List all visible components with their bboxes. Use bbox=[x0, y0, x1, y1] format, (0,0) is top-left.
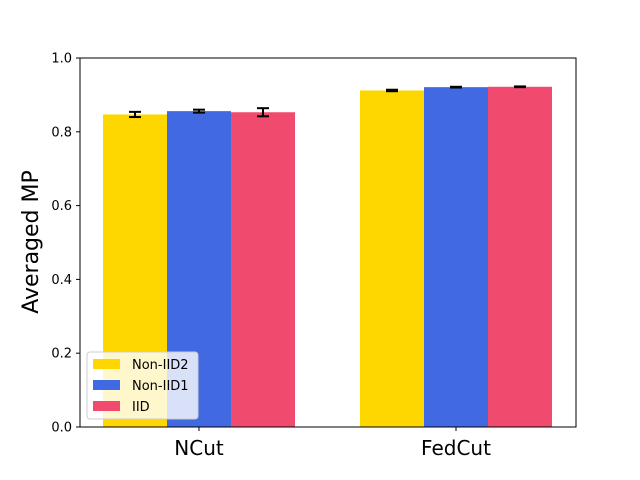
bars-layer bbox=[103, 86, 552, 428]
y-tick-label: 0.4 bbox=[51, 273, 72, 288]
legend-item-non-iid1: Non-IID1 bbox=[93, 379, 189, 394]
bar-iid-ncut bbox=[231, 112, 295, 428]
errorbars-layer bbox=[129, 85, 526, 119]
bar-non-iid1-fedcut bbox=[424, 87, 488, 427]
errorbar-non-iid1-ncut bbox=[193, 108, 205, 114]
errorbar-non-iid2-ncut bbox=[129, 110, 141, 119]
plot-frame bbox=[79, 57, 577, 428]
y-tick-label: 0.0 bbox=[51, 421, 72, 436]
legend-label: Non-IID2 bbox=[132, 358, 189, 373]
legend-label: IID bbox=[132, 400, 150, 415]
x-tick-label: FedCut bbox=[421, 436, 491, 460]
legend-swatch bbox=[93, 401, 120, 411]
legend-item-non-iid2: Non-IID2 bbox=[93, 358, 189, 373]
legend-item-iid: IID bbox=[93, 400, 150, 415]
y-tick-label: 0.8 bbox=[51, 125, 72, 140]
legend-swatch bbox=[93, 380, 120, 390]
y-tick-label: 0.2 bbox=[51, 347, 72, 362]
errorbar-iid-ncut bbox=[257, 107, 269, 118]
y-tick-label: 0.6 bbox=[51, 199, 72, 214]
x-axis: NCut FedCut bbox=[174, 427, 491, 460]
y-tick-label: 1.0 bbox=[51, 52, 72, 67]
errorbar-iid-fedcut bbox=[514, 85, 526, 89]
legend-swatch bbox=[93, 359, 120, 369]
errorbar-non-iid2-fedcut bbox=[386, 88, 398, 93]
y-axis: 0.0 0.2 0.4 0.6 0.8 1.0 bbox=[51, 52, 80, 436]
y-axis-label: Averaged MP bbox=[19, 170, 44, 314]
bar-non-iid2-fedcut bbox=[360, 90, 424, 428]
legend-label: Non-IID1 bbox=[132, 379, 189, 394]
x-tick-label: NCut bbox=[174, 436, 224, 460]
bar-iid-fedcut bbox=[488, 86, 552, 428]
legend: Non-IID2 Non-IID1 IID bbox=[86, 351, 199, 420]
errorbar-non-iid1-fedcut bbox=[450, 85, 462, 89]
